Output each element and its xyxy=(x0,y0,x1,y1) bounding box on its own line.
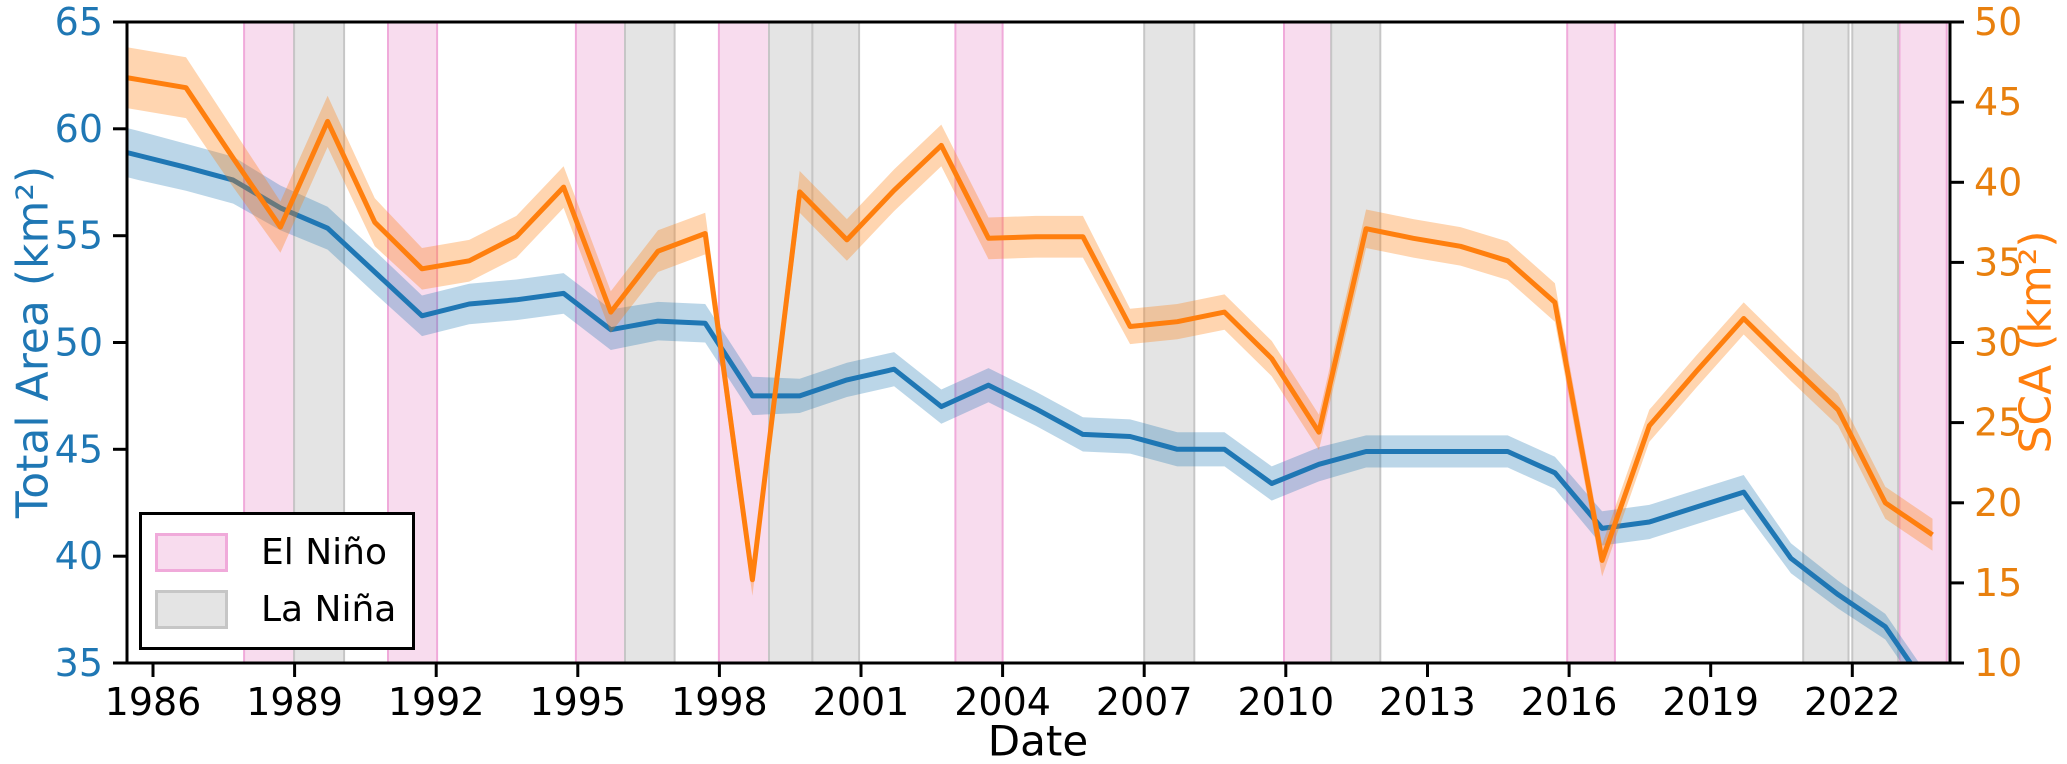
svg-text:2022: 2022 xyxy=(1804,680,1901,724)
svg-text:30: 30 xyxy=(1974,321,2022,365)
svg-text:1986: 1986 xyxy=(105,680,202,724)
svg-text:1989: 1989 xyxy=(246,680,343,724)
la-nina-swatch xyxy=(155,590,228,629)
svg-text:40: 40 xyxy=(55,534,103,578)
sca-series xyxy=(127,47,1934,596)
svg-text:2010: 2010 xyxy=(1237,680,1334,724)
el-nino-label: El Niño xyxy=(261,531,387,573)
svg-text:2007: 2007 xyxy=(1096,680,1193,724)
svg-text:20: 20 xyxy=(1974,481,2022,525)
svg-text:60: 60 xyxy=(55,107,103,151)
y-axis-label-left: Total Area (km²) xyxy=(7,165,59,519)
el-nino-bands xyxy=(243,22,1948,663)
svg-text:10: 10 xyxy=(1974,641,2022,685)
svg-text:25: 25 xyxy=(1974,401,2022,445)
legend: El Niño La Niña xyxy=(139,512,415,650)
svg-text:40: 40 xyxy=(1974,160,2022,204)
svg-text:65: 65 xyxy=(55,0,103,44)
svg-text:2016: 2016 xyxy=(1521,680,1618,724)
svg-text:55: 55 xyxy=(55,214,103,258)
svg-text:35: 35 xyxy=(1974,240,2022,284)
svg-text:1995: 1995 xyxy=(529,680,626,724)
svg-text:15: 15 xyxy=(1974,561,2022,605)
la-nina-bands xyxy=(293,22,1900,663)
svg-text:2001: 2001 xyxy=(813,680,910,724)
y-axis-ticks-left: 65 60 55 50 45 40 35 xyxy=(55,0,127,685)
svg-text:1992: 1992 xyxy=(388,680,485,724)
svg-text:2013: 2013 xyxy=(1379,680,1476,724)
y-axis-ticks-right: 50 45 40 35 30 25 20 15 10 xyxy=(1950,0,2022,685)
total-area-series xyxy=(127,128,1920,663)
svg-text:2019: 2019 xyxy=(1662,680,1759,724)
svg-text:1998: 1998 xyxy=(671,680,768,724)
el-nino-swatch xyxy=(155,533,228,572)
svg-text:50: 50 xyxy=(1974,0,2022,44)
svg-text:2004: 2004 xyxy=(954,680,1051,724)
svg-text:45: 45 xyxy=(55,427,103,471)
svg-text:35: 35 xyxy=(55,641,103,685)
legend-item-la-nina: La Niña xyxy=(155,590,412,629)
legend-item-el-nino: El Niño xyxy=(155,533,412,572)
svg-text:45: 45 xyxy=(1974,80,2022,124)
x-axis-ticks: 1986 1989 1992 1995 1998 2001 2004 2007 2010 2013… xyxy=(105,663,1901,724)
svg-text:50: 50 xyxy=(55,321,103,365)
y-axis-label-right: SCA (km²) xyxy=(2010,230,2062,454)
x-axis-label: Date xyxy=(987,716,1089,764)
la-nina-label: La Niña xyxy=(261,588,397,630)
